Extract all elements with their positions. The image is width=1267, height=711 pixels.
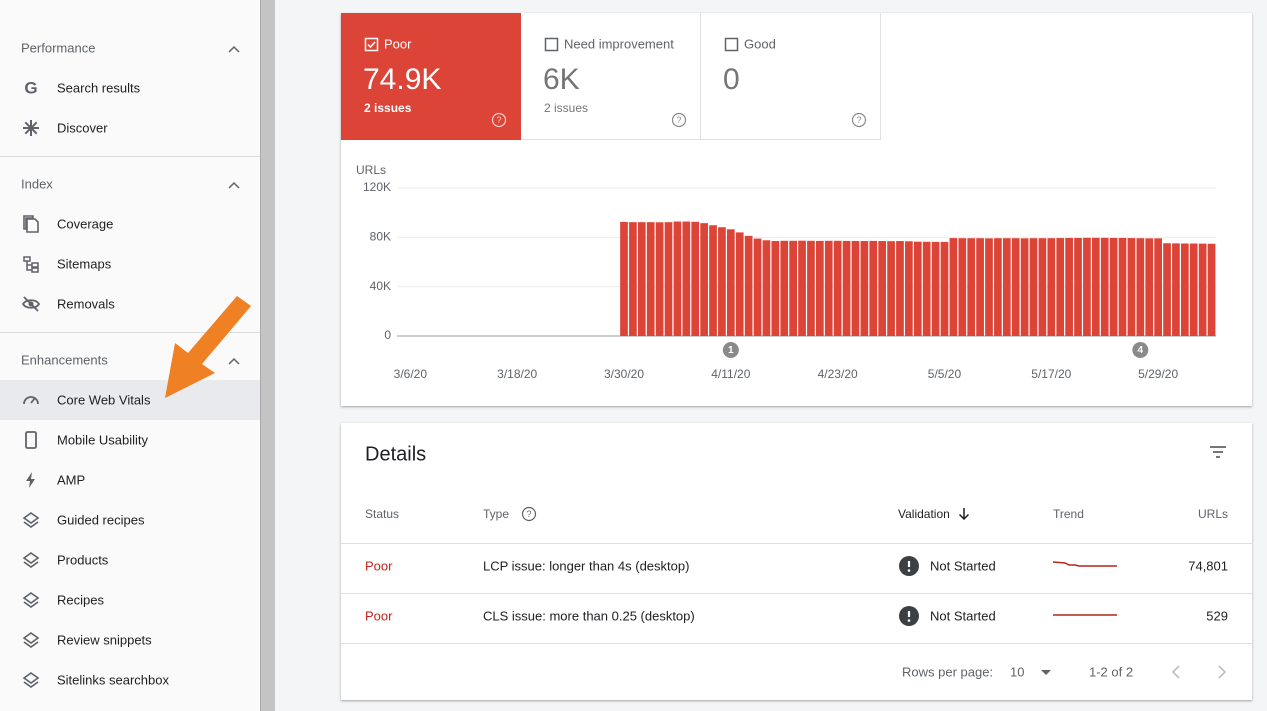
column-header[interactable]: Validation xyxy=(898,507,950,521)
divider xyxy=(341,643,1252,644)
validation-cell: Not Started xyxy=(930,558,996,574)
divider xyxy=(341,543,1252,544)
nav-item[interactable]: Guided recipes xyxy=(57,512,145,528)
section-title[interactable]: Performance xyxy=(21,40,96,56)
divider xyxy=(0,332,260,333)
nav-icon xyxy=(22,591,40,612)
scrollbar[interactable] xyxy=(260,0,275,711)
tab-good[interactable] xyxy=(701,13,881,140)
help-icon[interactable]: ? xyxy=(521,506,537,522)
details-card: Details Status Type ? Validation Trend U… xyxy=(341,423,1252,700)
validation-icon xyxy=(899,556,919,579)
nav-icon xyxy=(22,431,40,452)
nav-icon xyxy=(22,671,40,692)
urls-cell: 74,801 xyxy=(1188,558,1228,574)
svg-text:G: G xyxy=(24,79,37,97)
tab-poor[interactable] xyxy=(341,13,521,140)
dropdown-arrow[interactable] xyxy=(1040,669,1052,677)
nav-item[interactable]: Mobile Usability xyxy=(57,432,149,448)
nav-item[interactable]: Products xyxy=(57,552,109,568)
tab-value: 6K xyxy=(543,63,580,96)
nav-icon xyxy=(22,119,40,140)
details-title: Details xyxy=(365,443,427,466)
urls-cell: 529 xyxy=(1206,608,1228,624)
tab-value: 0 xyxy=(723,63,740,96)
type-cell[interactable]: LCP issue: longer than 4s (desktop) xyxy=(483,558,690,574)
column-header: Status xyxy=(365,507,400,521)
section-title[interactable]: Index xyxy=(21,176,53,192)
nav-icon: G xyxy=(22,78,40,100)
trend-sparkline xyxy=(1052,554,1119,577)
nav-icon xyxy=(22,215,40,236)
nav-icon xyxy=(22,631,40,652)
type-cell[interactable]: CLS issue: more than 0.25 (desktop) xyxy=(483,608,695,624)
validation-cell: Not Started xyxy=(930,608,996,624)
status-cell: Poor xyxy=(365,608,393,624)
nav-item[interactable]: Coverage xyxy=(57,216,114,232)
nav-item[interactable]: Discover xyxy=(57,120,108,136)
collapse-chevron[interactable] xyxy=(227,354,241,369)
nav-icon xyxy=(22,511,40,532)
nav-icon xyxy=(22,551,40,572)
collapse-chevron[interactable] xyxy=(227,178,241,193)
status-cell: Poor xyxy=(365,558,393,574)
nav-icon xyxy=(22,255,40,276)
nav-icon xyxy=(22,471,40,492)
section-title[interactable]: Enhancements xyxy=(21,352,108,368)
tab-value: 74.9K xyxy=(363,63,442,96)
nav-item[interactable]: Removals xyxy=(57,296,115,312)
column-header: URLs xyxy=(1197,507,1228,521)
nav-icon xyxy=(22,391,40,412)
column-header: Trend xyxy=(1053,507,1084,521)
tab-sub: 2 issues xyxy=(544,101,589,115)
collapse-chevron[interactable] xyxy=(227,42,241,57)
nav-item[interactable]: Recipes xyxy=(57,592,104,608)
trend-sparkline xyxy=(1053,604,1119,627)
sidebar: Performance G Search results Discover Index C… xyxy=(0,0,260,711)
nav-item[interactable]: AMP xyxy=(57,472,86,488)
rows-per-page[interactable]: 10 xyxy=(1010,664,1025,680)
nav-icon xyxy=(21,295,41,316)
tab-need-improvement[interactable] xyxy=(521,13,701,140)
tab-label: Good xyxy=(744,36,776,52)
nav-item[interactable]: Review snippets xyxy=(57,632,152,648)
divider xyxy=(0,156,260,157)
divider xyxy=(341,593,1252,594)
sort-arrow xyxy=(958,508,970,521)
page-range: 1-2 of 2 xyxy=(1089,664,1134,680)
column-header: Type xyxy=(483,507,510,521)
next-page[interactable] xyxy=(1214,664,1228,680)
svg-text:?: ? xyxy=(526,509,531,519)
tab-label: Poor xyxy=(384,36,412,52)
nav-item[interactable]: Core Web Vitals xyxy=(57,392,151,408)
nav-item[interactable]: Sitelinks searchbox xyxy=(57,672,169,688)
tab-sub: 2 issues xyxy=(364,101,412,115)
rows-per-page-label: Rows per page: xyxy=(902,664,994,680)
filter-icon[interactable] xyxy=(1209,445,1227,459)
prev-page[interactable] xyxy=(1170,664,1184,680)
validation-icon xyxy=(899,606,919,629)
nav-item[interactable]: Search results xyxy=(57,80,141,96)
tab-label: Need improvement xyxy=(564,36,674,52)
nav-item[interactable]: Sitemaps xyxy=(57,256,112,272)
